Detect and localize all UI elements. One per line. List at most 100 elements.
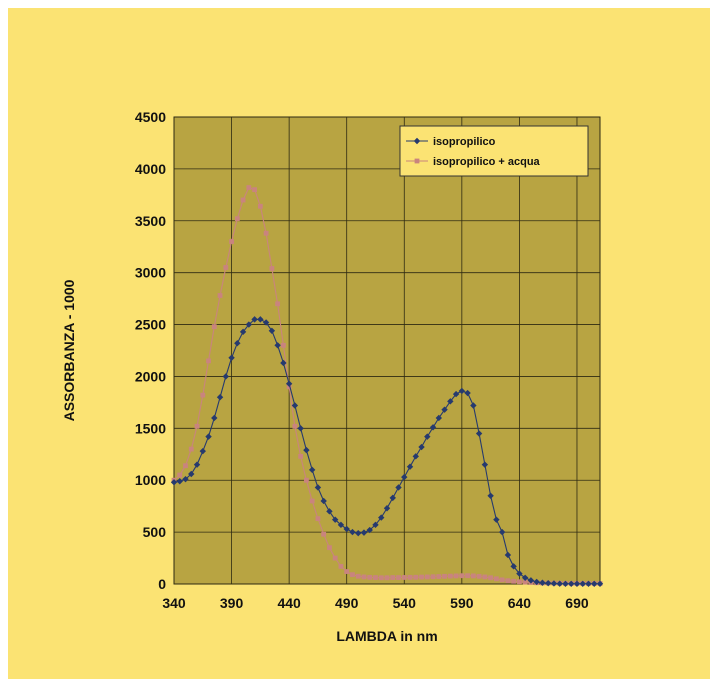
y-axis-ticks: 0 500 1000 1500 2000 2500 3000 3500 4000 4500 [135,109,166,592]
y-tick-label: 1000 [135,472,166,488]
data-point [216,394,224,401]
data-point [544,579,552,587]
data-point [447,573,453,579]
data-point [252,187,257,193]
data-point [419,574,424,580]
data-point [521,574,529,581]
data-point [596,580,604,587]
data-point [343,525,350,533]
data-point [170,479,178,486]
data-point [373,575,378,580]
data-point [459,573,465,579]
data-point [257,203,263,209]
data-point [527,577,535,584]
data-point [401,575,407,580]
legend-marker [414,158,420,164]
data-point [401,473,408,481]
data-point [349,528,356,536]
data-point [315,516,321,522]
x-tick-label: 440 [277,595,301,611]
data-point [517,579,522,585]
data-point [424,433,431,440]
data-point [327,545,332,551]
data-point [516,570,523,577]
data-point [482,574,488,580]
data-point [304,477,309,483]
x-axis-ticks: 340 390 440 490 540 590 640 690 [162,595,589,611]
data-point [579,580,586,587]
series-1 [170,316,604,587]
data-point [314,484,322,491]
data-point [441,406,448,413]
data-point [476,573,482,579]
data-point [573,580,581,587]
data-point [199,447,206,455]
data-point [285,380,293,387]
data-point [372,521,379,529]
data-point [384,575,390,581]
data-point [360,529,368,536]
data-point [297,425,304,432]
data-point [177,472,183,478]
data-point [470,402,477,409]
data-point [475,430,483,437]
data-point [234,216,240,222]
data-point [464,389,471,397]
legend-marker [413,137,421,145]
data-point [533,578,540,586]
data-point [194,423,200,429]
data-point [539,579,546,586]
data-point [366,526,373,534]
data-point [452,390,460,398]
data-point [222,373,230,380]
x-tick-label: 640 [508,595,532,611]
x-tick-label: 390 [220,595,244,611]
data-point [390,575,396,580]
data-point [280,342,286,348]
x-tick-label: 540 [393,595,417,611]
data-point [206,358,211,364]
y-tick-label: 1500 [135,420,166,436]
data-point [308,466,316,474]
y-tick-label: 3500 [135,213,166,229]
data-point [338,563,344,569]
y-tick-label: 2500 [135,317,166,333]
data-point [246,185,252,190]
data-point [234,340,241,347]
y-tick-label: 3000 [135,265,166,281]
data-point [453,573,459,579]
data-point [309,498,315,504]
y-tick-label: 2000 [135,368,166,384]
data-point [367,574,373,580]
data-point [591,580,598,587]
y-tick-label: 500 [143,524,167,540]
data-point [355,529,362,537]
data-point [205,433,212,440]
data-point [488,575,494,581]
data-point [176,478,183,485]
data-point [183,463,188,469]
data-point [298,453,304,459]
data-point [321,531,327,537]
data-point [505,578,511,584]
data-point [350,572,355,578]
data-point [223,265,229,270]
data-point [412,453,419,460]
data-point [470,573,476,579]
data-point [418,443,425,451]
legend-label: isopropilico + acqua [433,156,541,168]
x-tick-label: 690 [565,595,589,611]
data-point [211,414,218,422]
data-point [292,423,298,429]
data-point [435,414,443,422]
legend-label: isopropilico [433,136,496,148]
data-point [395,484,402,491]
grid-lines [173,116,600,585]
data-point [458,387,466,395]
y-tick-label: 0 [158,576,166,592]
y-tick-label: 4500 [135,109,166,125]
data-point [465,573,470,579]
data-point [188,470,195,478]
data-point [556,580,563,587]
data-point [424,574,430,580]
